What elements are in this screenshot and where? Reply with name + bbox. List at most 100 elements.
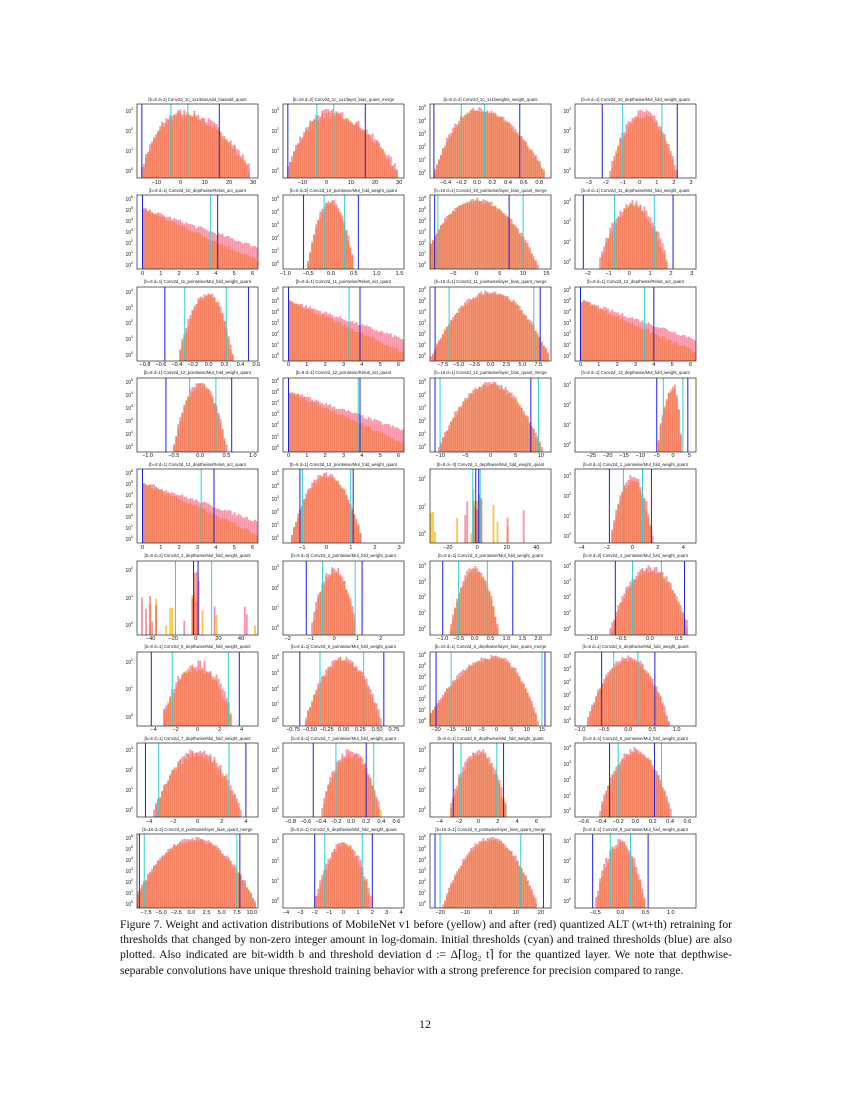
histogram-bar-after: [329, 474, 332, 544]
y-tick-label: 105: [125, 205, 133, 214]
histogram-bar-after: [191, 116, 194, 178]
histogram-bar-after: [327, 405, 330, 452]
histogram-bar-after: [157, 860, 160, 909]
histogram-bar-after: [526, 145, 529, 178]
histogram-bar-after: [657, 692, 660, 726]
histogram-bar-after: [375, 419, 378, 452]
histogram-bar-before: [430, 512, 432, 544]
histogram-bar-after: [488, 292, 491, 361]
x-tick-label: 0.0: [616, 909, 625, 916]
histogram-bar-before: [253, 625, 256, 635]
histogram-bar-after: [355, 413, 358, 452]
histogram-bar-after: [249, 520, 252, 544]
histogram-panel: [b=8 d=2] Conv2d_1c_1x1/weights_weight_q…: [418, 97, 552, 186]
y-tick-label: 102: [563, 127, 571, 135]
histogram-bar-after: [189, 665, 192, 726]
histogram-bar-after: [446, 688, 448, 726]
histogram-bar-after: [454, 411, 457, 452]
histogram-bar-after: [291, 301, 293, 361]
x-tick-label: 1: [355, 636, 360, 642]
x-tick-label: 4: [515, 818, 519, 825]
histogram-bar-after: [347, 235, 350, 270]
histogram-bar-after: [355, 321, 358, 361]
y-tick-label: 103: [271, 668, 279, 677]
histogram-bar-after: [333, 477, 336, 544]
histogram-bar-after: [615, 611, 618, 635]
x-tick-label: −5: [653, 453, 660, 460]
x-tick-label: 1: [159, 544, 163, 551]
histogram-bar-after: [373, 139, 376, 178]
histogram-bar-after: [145, 208, 147, 270]
histogram-bar-after: [163, 122, 166, 178]
histogram-bar-after: [631, 316, 634, 361]
histogram-bar-after: [169, 493, 172, 544]
histogram-panel: [b=8 d=2] Conv2d_2_pointwise/Mul_fold_we…: [271, 553, 405, 642]
histogram-bar-after: [494, 769, 497, 818]
histogram-bar-after: [219, 764, 222, 818]
y-tick-label: 101: [271, 786, 279, 795]
y-tick-label: 101: [563, 609, 571, 618]
histogram-bar-after: [175, 846, 178, 909]
y-tick-label: 101: [563, 791, 571, 800]
histogram-bar-after: [297, 143, 299, 178]
axes-frame: [136, 834, 259, 909]
histogram-bar-after: [456, 675, 459, 726]
histogram-bar-after: [500, 658, 503, 726]
histogram-bar-after: [149, 595, 151, 635]
y-tick-label: 104: [418, 308, 426, 317]
histogram-bar-after: [185, 222, 188, 270]
histogram-bar-after: [315, 896, 318, 909]
x-tick-label: −0.75: [286, 727, 301, 734]
histogram-bar-after: [205, 295, 208, 361]
histogram-bar-after: [637, 750, 640, 818]
histogram-bar-after: [432, 709, 434, 726]
histogram-bar-after: [377, 420, 380, 452]
histogram-bar-after: [490, 201, 493, 270]
histogram-bar-after: [677, 409, 680, 452]
y-tick-label: 105: [125, 844, 133, 853]
histogram-bar-after: [151, 869, 153, 909]
histogram-bar-after: [193, 225, 196, 270]
x-tick-label: 0: [195, 727, 200, 734]
histogram-bar-after: [381, 149, 384, 178]
x-tick-label: 1.0: [502, 636, 511, 642]
y-tick-label: 101: [563, 420, 571, 429]
histogram-bar-after: [181, 222, 184, 270]
histogram-bar-after: [621, 841, 624, 909]
histogram-bar-after: [512, 667, 515, 726]
y-tick-label: 100: [418, 260, 426, 269]
histogram-bar-after: [615, 509, 618, 544]
x-tick-label: 4: [652, 362, 656, 369]
x-tick-label: 5: [670, 362, 674, 369]
histogram-bar-after: [436, 343, 438, 361]
histogram-bar-after: [661, 787, 664, 818]
histogram-bar-after: [623, 485, 626, 544]
histogram-bar-after: [595, 304, 598, 361]
histogram-bar-after: [649, 525, 652, 544]
histogram-panel: [b=16 d=2] Conv2d_8_pointwise/layer_bias…: [125, 827, 259, 916]
histogram-bar-after: [311, 243, 314, 270]
histogram-bar-after: [667, 392, 670, 452]
histogram-bar-after: [482, 199, 485, 270]
histogram-bar-after: [581, 302, 583, 361]
histogram-bar-after: [175, 682, 178, 726]
y-tick-label: 100: [563, 258, 571, 267]
histogram-bar-after: [530, 889, 533, 909]
y-tick-label: 104: [125, 287, 133, 296]
histogram-bar-after: [211, 507, 214, 544]
histogram-bar-after: [341, 488, 344, 544]
histogram-bar-after: [498, 656, 501, 726]
histogram-bar-after: [159, 489, 162, 544]
panel-title: [b=8 d=2] Conv2d_2_depthwise/Mul_fold_we…: [144, 553, 251, 558]
histogram-bar-after: [221, 853, 224, 909]
histogram-bar-after: [607, 672, 610, 726]
histogram-bar-after: [623, 841, 626, 909]
histogram-bar-after: [237, 150, 240, 178]
histogram-bar-after: [189, 749, 192, 818]
histogram-bar-after: [597, 689, 600, 726]
histogram-bar-after: [343, 319, 346, 361]
x-tick-label: 0: [324, 544, 329, 551]
histogram-bar-after: [369, 134, 372, 178]
x-tick-label: 40: [237, 636, 245, 642]
histogram-bar-after: [185, 496, 188, 544]
